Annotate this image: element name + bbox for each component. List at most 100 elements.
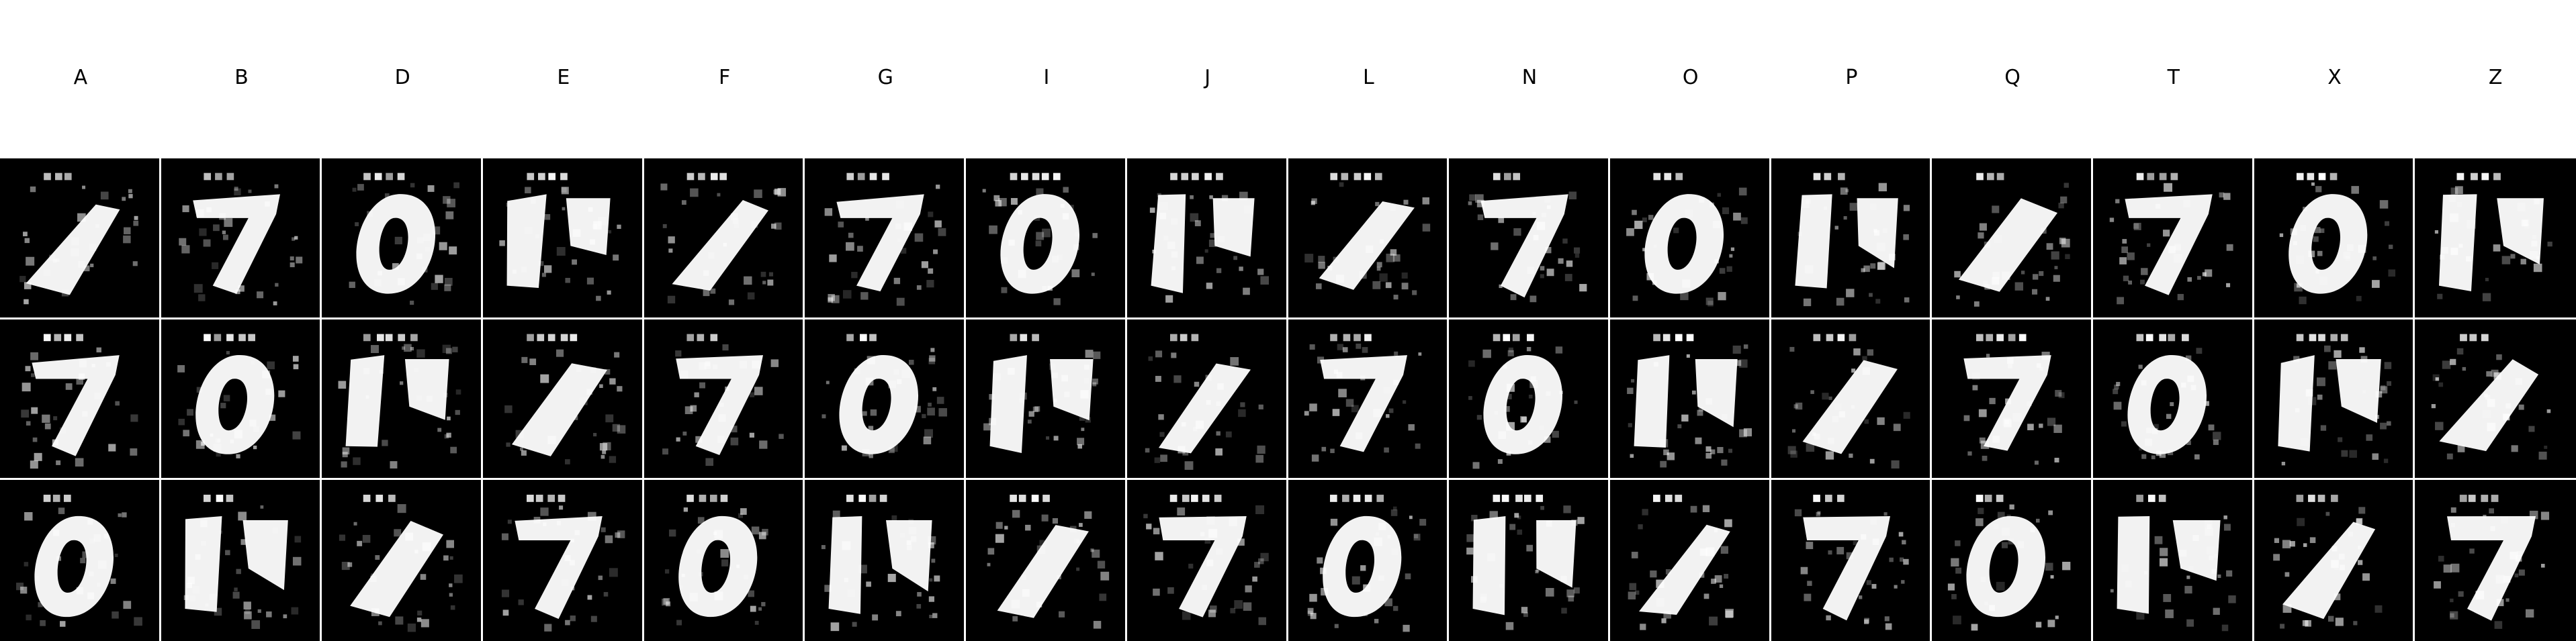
sample-image xyxy=(2431,334,2551,460)
sample-image xyxy=(1145,334,1265,471)
sample-image xyxy=(349,172,460,305)
sample-image xyxy=(1787,334,1910,469)
sample-image xyxy=(824,172,946,306)
sample-tile-g-3 xyxy=(805,480,964,641)
sample-tile-t-2 xyxy=(2093,319,2252,478)
sample-tile-t-3 xyxy=(2093,480,2252,641)
sample-tile-j-1 xyxy=(1127,158,1286,317)
sample-image xyxy=(1628,495,1734,630)
column-label-a: A xyxy=(73,66,88,89)
sample-tile-p-3 xyxy=(1771,480,1930,641)
sample-tile-q-2 xyxy=(1932,319,2091,478)
sample-image xyxy=(2434,172,2552,301)
sample-tile-e-2 xyxy=(483,319,642,478)
column-label-z: Z xyxy=(2488,66,2503,89)
sample-image xyxy=(1304,334,1422,462)
sample-image xyxy=(987,495,1110,629)
sample-tile-a-3 xyxy=(0,480,159,641)
column-label-e: E xyxy=(557,66,570,89)
sample-image xyxy=(21,334,138,469)
column-label-b: B xyxy=(234,66,249,89)
sample-image xyxy=(1627,334,1752,468)
sample-tile-x-1 xyxy=(2254,158,2413,317)
sample-tile-g-1 xyxy=(805,158,964,317)
sample-image xyxy=(1307,495,1427,632)
sample-image xyxy=(504,334,626,464)
sample-tile-q-3 xyxy=(1932,480,2091,641)
generated-samples-grid xyxy=(0,158,2576,641)
sample-tile-p-1 xyxy=(1771,158,1930,317)
sample-tile-n-3 xyxy=(1449,480,1608,641)
sample-tile-x-3 xyxy=(2254,480,2413,641)
sample-tile-o-3 xyxy=(1610,480,1769,641)
sample-image xyxy=(1466,495,1585,630)
sample-tile-o-2 xyxy=(1610,319,1769,478)
column-label-d: D xyxy=(394,66,410,89)
sample-tile-g-2 xyxy=(805,319,964,478)
sample-tile-l-3 xyxy=(1288,480,1447,641)
sample-image xyxy=(2279,172,2396,305)
column-label-x: X xyxy=(2327,66,2342,89)
sample-image xyxy=(2109,172,2233,305)
sample-tile-b-3 xyxy=(161,480,320,641)
sample-tile-e-3 xyxy=(483,480,642,641)
sample-tile-o-1 xyxy=(1610,158,1769,317)
sample-image xyxy=(983,334,1101,453)
sample-tile-l-1 xyxy=(1288,158,1447,317)
column-label-p: P xyxy=(1845,66,1858,89)
sample-image xyxy=(177,334,301,458)
column-label-l: L xyxy=(1362,66,1374,89)
sample-image xyxy=(19,172,139,305)
sample-image xyxy=(16,495,142,627)
sample-tile-f-2 xyxy=(644,319,803,478)
sample-image xyxy=(821,334,947,458)
column-label-n: N xyxy=(1521,66,1538,89)
column-label-g: G xyxy=(877,66,893,89)
sample-image xyxy=(183,495,302,630)
sample-image xyxy=(339,495,463,632)
sample-image xyxy=(1963,334,2065,465)
sample-tile-z-3 xyxy=(2415,480,2576,641)
sample-tile-i-2 xyxy=(966,319,1125,478)
column-label-o: O xyxy=(1682,66,1699,89)
sample-image xyxy=(1143,495,1269,626)
column-label-j: J xyxy=(1204,66,1211,89)
sample-image xyxy=(662,495,768,626)
sample-image xyxy=(1304,172,1431,300)
sample-image xyxy=(1468,334,1578,469)
sample-image xyxy=(821,495,940,632)
sample-image xyxy=(499,172,621,301)
sample-tile-e-1 xyxy=(483,158,642,317)
column-label-t: T xyxy=(2167,66,2180,89)
sample-tile-p-2 xyxy=(1771,319,1930,478)
sample-image xyxy=(1468,172,1587,303)
sample-image xyxy=(501,495,625,632)
sample-tile-f-1 xyxy=(644,158,803,317)
sample-tile-f-3 xyxy=(644,480,803,641)
column-label-q: Q xyxy=(2004,66,2020,89)
sample-tile-a-1 xyxy=(0,158,159,317)
sample-image xyxy=(662,334,784,466)
sample-tile-i-1 xyxy=(966,158,1125,317)
sample-image xyxy=(2434,495,2550,629)
sample-image xyxy=(1795,172,1910,307)
sample-image xyxy=(1947,495,2071,631)
sample-tile-j-3 xyxy=(1127,480,1286,641)
sample-tile-z-2 xyxy=(2415,319,2576,478)
sample-image xyxy=(1954,172,2070,307)
sample-tile-n-1 xyxy=(1449,158,1608,317)
sample-image xyxy=(338,334,461,469)
sample-image xyxy=(2113,334,2221,460)
sample-tile-b-1 xyxy=(161,158,320,317)
sample-image xyxy=(1794,495,1909,630)
column-label-f: F xyxy=(718,66,731,89)
sample-image xyxy=(2278,334,2392,466)
sample-tile-n-2 xyxy=(1449,319,1608,478)
sample-image xyxy=(1626,172,1748,307)
sample-tile-t-1 xyxy=(2093,158,2252,317)
sample-tile-x-2 xyxy=(2254,319,2413,478)
sample-image xyxy=(179,172,303,305)
column-label-i: I xyxy=(1043,66,1050,89)
sample-tile-q-1 xyxy=(1932,158,2091,317)
